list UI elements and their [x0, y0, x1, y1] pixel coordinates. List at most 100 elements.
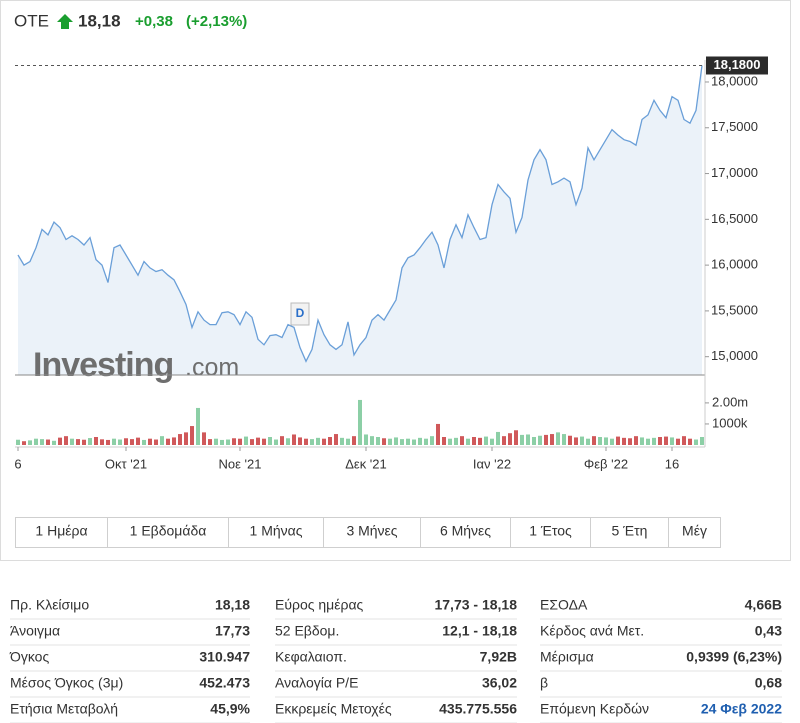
x-tick-label: Νοε '21: [219, 456, 262, 471]
volume-bar: [118, 439, 122, 445]
range-button-label[interactable]: 1 Ημέρα: [35, 523, 87, 539]
watermark-suffix: .com: [185, 354, 239, 382]
volume-bar: [526, 434, 530, 445]
stat-value: 452.473: [199, 675, 250, 691]
volume-bar: [376, 437, 380, 445]
change-pct: (+2,13%): [186, 13, 247, 30]
volume-bar: [244, 436, 248, 445]
volume-bar: [298, 437, 302, 445]
volume-bar: [520, 434, 524, 445]
stat-value: 0,68: [755, 675, 782, 691]
volume-bar: [148, 438, 152, 445]
volume-bar: [430, 436, 434, 445]
price-area: [18, 65, 702, 375]
stat-value[interactable]: 24 Φεβ 2022: [701, 701, 782, 717]
volume-bar: [340, 437, 344, 445]
stat-label: Εκκρεμείς Μετοχές: [275, 701, 392, 717]
stat-label: Άνοιγμα: [10, 623, 60, 639]
volume-bar: [184, 432, 188, 445]
range-button[interactable]: [228, 517, 324, 548]
stat-value: 17,73 - 18,18: [434, 597, 517, 613]
volume-bar: [424, 438, 428, 445]
volume-bar: [616, 436, 620, 445]
volume-bar: [82, 439, 86, 445]
volume-bar: [700, 437, 704, 445]
volume-bar: [172, 437, 176, 445]
volume-bar: [670, 437, 674, 445]
y-tick-label: 15,0000: [711, 348, 758, 363]
volume-bar: [646, 438, 650, 445]
volume-bar: [478, 437, 482, 445]
volume-bar: [76, 439, 80, 445]
volume-bar: [556, 432, 560, 445]
y-tick-label: 18,0000: [711, 73, 758, 88]
range-button[interactable]: [668, 517, 721, 548]
volume-bar: [214, 438, 218, 445]
stat-value: 0,9399 (6,23%): [686, 649, 782, 665]
stat-value: 18,18: [215, 597, 250, 613]
volume-bar: [256, 437, 260, 445]
volume-bar: [64, 436, 68, 445]
range-button[interactable]: [420, 517, 511, 548]
volume-bar: [652, 437, 656, 445]
volume-bar: [622, 437, 626, 445]
volume-bar: [154, 439, 158, 445]
price: 18,18: [78, 11, 121, 30]
volume-bar: [70, 438, 74, 445]
volume-bar: [238, 438, 242, 445]
volume-bar: [280, 436, 284, 445]
watermark: Investing: [33, 346, 173, 384]
volume-bar: [16, 439, 20, 445]
volume-bar: [220, 439, 224, 445]
volume-bar: [544, 434, 548, 445]
volume-bar: [46, 439, 50, 445]
volume-bar: [466, 438, 470, 445]
volume-bar: [568, 435, 572, 445]
volume-bar: [310, 439, 314, 445]
stat-label: Επόμενη Κερδών: [540, 701, 649, 717]
volume-tick-label: 1000k: [712, 415, 748, 430]
volume-bar: [382, 438, 386, 445]
volume-bar: [94, 437, 98, 445]
volume-bar: [322, 438, 326, 445]
volume-bar: [334, 434, 338, 445]
volume-bar: [586, 438, 590, 445]
volume-bar: [694, 439, 698, 445]
x-tick-label: Δεκ '21: [345, 456, 387, 471]
stat-value: 310.947: [199, 649, 250, 665]
volume-bar: [514, 430, 518, 445]
stat-label: Μέρισμα: [540, 649, 594, 665]
range-button[interactable]: [15, 517, 108, 548]
volume-bar: [52, 440, 56, 445]
stat-label: Εύρος ημέρας: [275, 597, 364, 613]
range-button-label[interactable]: Μέγ: [682, 523, 707, 539]
x-tick-label: 16: [665, 456, 679, 471]
range-button-label[interactable]: 1 Εβδομάδα: [130, 523, 207, 539]
volume-bar: [610, 438, 614, 445]
stat-label: ΕΣΟΔΑ: [540, 597, 588, 613]
range-button-label[interactable]: 5 Έτη: [612, 523, 648, 539]
volume-bar: [106, 439, 110, 445]
volume-bar: [442, 437, 446, 445]
range-button-label[interactable]: 3 Μήνες: [346, 523, 397, 539]
range-button-label[interactable]: 1 Μήνας: [250, 523, 303, 539]
volume-bar: [274, 439, 278, 445]
volume-bar: [304, 438, 308, 445]
change: +0,38: [135, 13, 173, 30]
stat-label: Όγκος: [9, 649, 49, 665]
range-button-label[interactable]: 6 Μήνες: [440, 523, 491, 539]
volume-bar: [682, 436, 686, 445]
stat-label: 52 Εβδομ.: [275, 623, 339, 639]
volume-bar: [196, 407, 200, 445]
volume-bar: [226, 439, 230, 445]
range-button-label[interactable]: 1 Έτος: [529, 523, 572, 539]
y-tick-label: 17,0000: [711, 165, 758, 180]
volume-bar: [664, 436, 668, 445]
volume-bar: [286, 438, 290, 445]
range-button[interactable]: [590, 517, 669, 548]
volume-bar: [658, 437, 662, 445]
volume-bar: [346, 438, 350, 445]
price-line: [17, 65, 703, 363]
stat-label: Μέσος Όγκος (3μ): [10, 675, 123, 691]
